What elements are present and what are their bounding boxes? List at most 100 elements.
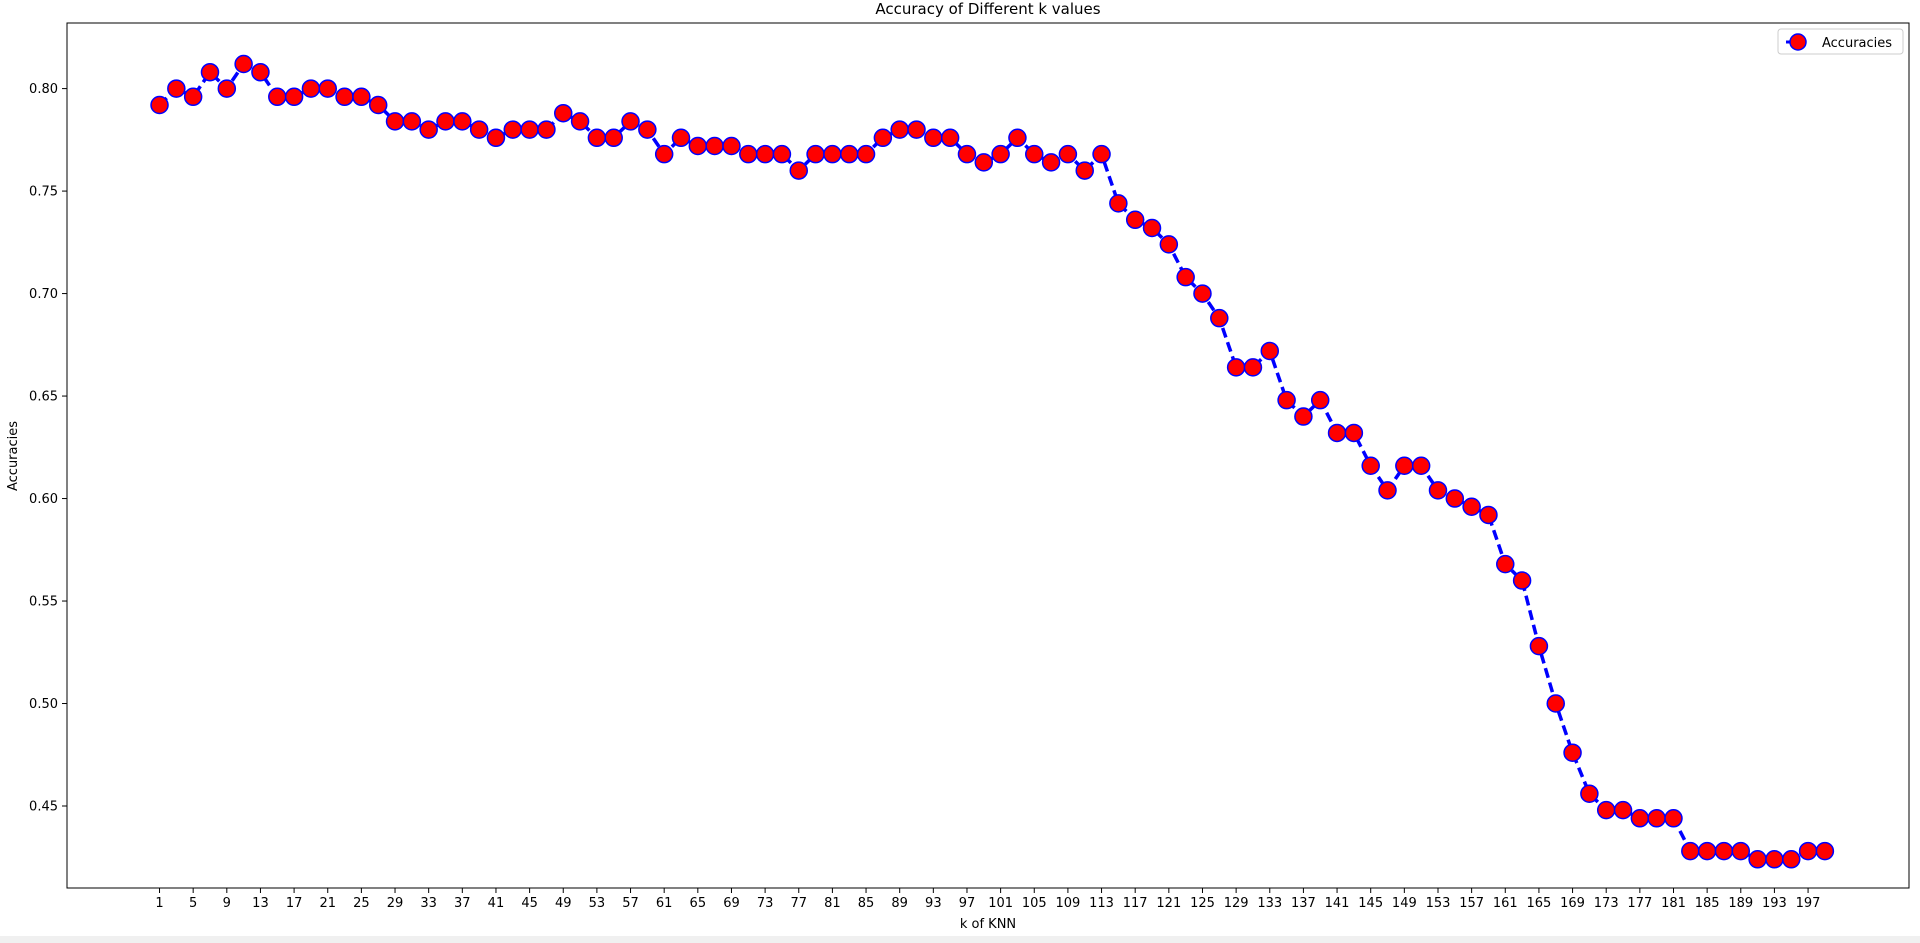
x-tick-label: 21 (319, 896, 336, 911)
data-point (1580, 784, 1599, 803)
data-point (890, 120, 909, 139)
data-point (1765, 850, 1784, 869)
data-point (554, 103, 573, 123)
data-point (1008, 128, 1027, 148)
x-tick-label: 49 (555, 896, 572, 911)
data-point (268, 87, 287, 107)
x-tick-label: 37 (454, 896, 471, 911)
data-point (419, 120, 438, 139)
data-point (1395, 456, 1414, 475)
data-point (1630, 809, 1650, 828)
x-tick-label: 125 (1190, 896, 1215, 911)
data-point (1563, 743, 1582, 762)
data-point (940, 128, 960, 148)
data-point (1344, 423, 1364, 443)
data-point (621, 112, 640, 131)
x-tick-label: 113 (1089, 896, 1114, 911)
x-tick-label: 161 (1493, 896, 1518, 911)
data-point (1260, 341, 1280, 361)
legend-marker (1789, 33, 1807, 51)
data-point (1193, 284, 1212, 303)
y-tick-label: 0.80 (29, 82, 58, 97)
data-point (234, 54, 253, 74)
data-point (352, 87, 371, 107)
data-point (1092, 144, 1111, 164)
x-tick-label: 45 (521, 896, 538, 911)
series-layer (150, 54, 1835, 869)
data-point (1697, 841, 1717, 861)
data-point (1664, 809, 1683, 828)
data-point (150, 95, 169, 115)
x-tick-label: 109 (1055, 896, 1080, 911)
x-tick-label: 33 (420, 896, 437, 911)
data-point (991, 144, 1010, 164)
data-point (1512, 571, 1532, 590)
x-tick-label: 53 (589, 896, 606, 911)
x-tick-label: 77 (790, 896, 807, 911)
data-point (1445, 489, 1465, 508)
x-tick-label: 81 (824, 896, 841, 911)
data-point (301, 79, 321, 98)
data-point (167, 79, 186, 98)
x-tick-label: 169 (1560, 896, 1585, 911)
data-point (1277, 390, 1296, 410)
data-point (1058, 144, 1078, 164)
data-point (638, 120, 657, 139)
data-point (839, 144, 859, 164)
data-point (1041, 153, 1061, 172)
x-tick-label: 149 (1392, 896, 1417, 911)
data-point (688, 136, 708, 156)
x-tick-label: 93 (925, 896, 942, 911)
x-tick-label: 41 (488, 896, 505, 911)
x-tick-label: 145 (1358, 896, 1383, 911)
x-tick-label: 193 (1762, 896, 1787, 911)
data-point (1159, 235, 1179, 254)
data-point (503, 120, 523, 139)
data-point (806, 144, 825, 164)
data-point (1714, 841, 1734, 861)
x-tick-label: 69 (723, 896, 740, 911)
data-point (537, 120, 556, 139)
data-point (1075, 161, 1094, 180)
data-point (436, 112, 455, 131)
x-tick-label: 17 (286, 896, 303, 911)
data-point (402, 112, 422, 131)
data-point (200, 62, 220, 82)
x-tick-label: 121 (1156, 896, 1181, 911)
x-tick-label: 197 (1796, 896, 1821, 911)
x-tick-label: 29 (387, 896, 404, 911)
x-tick-label: 153 (1426, 896, 1451, 911)
y-axis: 0.45 0.50 0.55 0.60 0.65 0.70 0.75 0.80 (29, 82, 67, 815)
data-point (772, 144, 792, 164)
x-tick-label: 61 (656, 896, 673, 911)
legend-frame (1777, 28, 1904, 55)
data-point (722, 136, 741, 156)
data-point (907, 120, 926, 139)
x-tick-label: 165 (1527, 896, 1552, 911)
data-point (1142, 218, 1162, 238)
y-tick-label: 0.60 (29, 492, 58, 507)
x-tick-label: 97 (959, 896, 976, 911)
data-point (1025, 144, 1044, 164)
data-point (368, 95, 388, 115)
data-point (1681, 841, 1700, 861)
data-point (587, 128, 607, 148)
x-tick-label: 101 (988, 896, 1013, 911)
data-point (1361, 456, 1380, 475)
axes-frame (66, 22, 1910, 889)
plot-area (66, 22, 1910, 889)
x-tick-label: 157 (1459, 896, 1484, 911)
x-tick-label: 25 (353, 896, 370, 911)
x-axis: 1 5 9 13 17 21 25 29 33 37 41 45 49 53 57 61 65 69 73 77 81 8… (155, 888, 1820, 911)
y-tick-label: 0.55 (29, 595, 58, 610)
data-point (1479, 505, 1498, 525)
x-tick-label: 133 (1257, 896, 1282, 911)
data-point (856, 144, 876, 164)
y-tick-label: 0.75 (29, 185, 58, 200)
data-point (1243, 358, 1263, 377)
data-point (1411, 456, 1431, 475)
data-point (1210, 308, 1229, 328)
data-point (755, 144, 775, 164)
